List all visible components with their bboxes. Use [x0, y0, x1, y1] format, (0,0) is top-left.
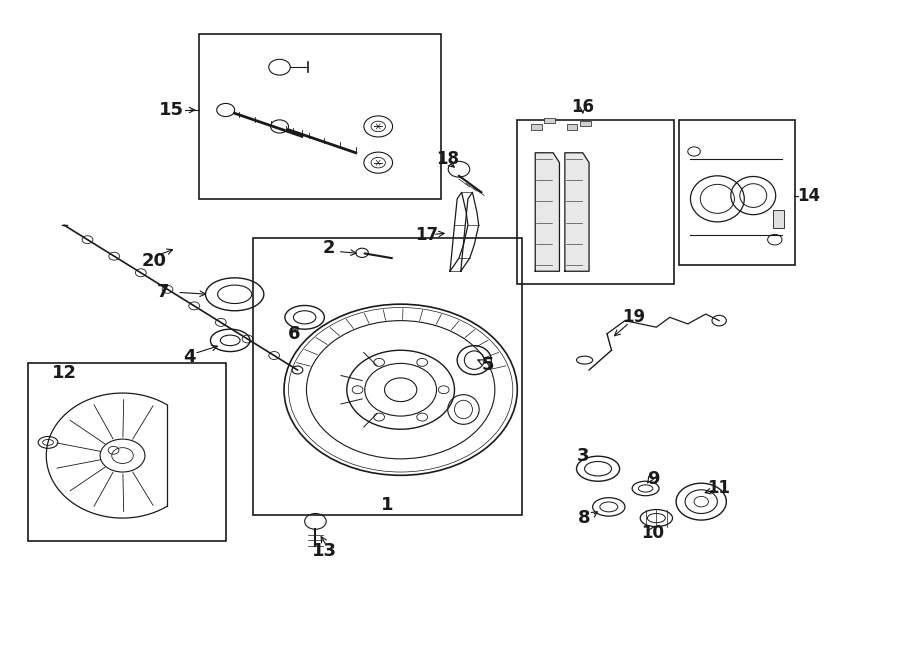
Text: 4: 4 — [184, 348, 196, 366]
Bar — [567, 124, 578, 130]
Text: 18: 18 — [436, 150, 459, 169]
Bar — [773, 210, 784, 229]
Text: 17: 17 — [415, 226, 438, 244]
Text: 7: 7 — [157, 284, 169, 301]
Text: 20: 20 — [141, 253, 166, 270]
Text: 3: 3 — [577, 447, 589, 465]
Text: 16: 16 — [572, 98, 594, 116]
Bar — [28, 364, 226, 541]
Text: 19: 19 — [623, 308, 645, 327]
Polygon shape — [536, 153, 560, 271]
Text: 15: 15 — [159, 101, 184, 119]
Text: 6: 6 — [288, 325, 300, 343]
Text: 8: 8 — [579, 509, 591, 527]
Polygon shape — [565, 153, 590, 271]
Bar — [253, 239, 522, 515]
Text: 13: 13 — [312, 542, 337, 560]
Bar — [544, 118, 555, 123]
Bar — [199, 34, 441, 199]
Text: 14: 14 — [797, 186, 821, 204]
Text: 11: 11 — [707, 479, 731, 498]
Bar — [580, 121, 591, 126]
Text: 1: 1 — [381, 496, 393, 514]
Text: 10: 10 — [642, 524, 664, 541]
Bar — [679, 120, 796, 264]
Text: 5: 5 — [482, 356, 494, 373]
Text: 12: 12 — [51, 364, 76, 382]
Bar — [531, 124, 542, 130]
Text: 2: 2 — [322, 239, 335, 257]
Text: 9: 9 — [647, 469, 660, 488]
Bar — [518, 120, 674, 284]
